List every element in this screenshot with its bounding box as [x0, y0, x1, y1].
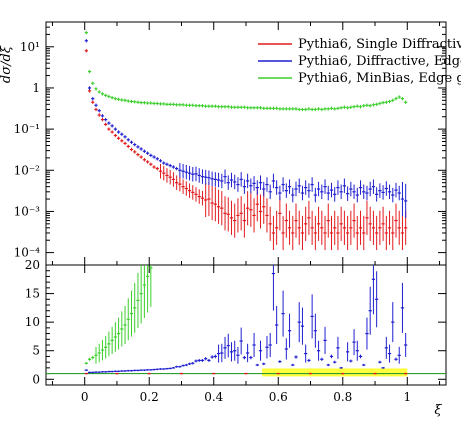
ratio-axis-ticks: 0 5 10 15 20 0 0.2 0.4 0.6 0.8 1 [25, 258, 446, 404]
top-y-tick-label: 10¹ [20, 40, 40, 54]
ratio-series-1 [84, 265, 408, 374]
ratio-y-tick-label: 15 [25, 287, 40, 301]
x-tick-label: 0 [81, 390, 89, 404]
top-y-tick-label: 1 [32, 81, 40, 95]
x-tick-label: 0.2 [140, 390, 159, 404]
uncertainty-band [262, 368, 408, 377]
ratio-data-marks [46, 265, 446, 377]
top-axis-ticks: 10¹ 1 10⁻¹ 10⁻² 10⁻³ 10⁻⁴ [14, 21, 446, 265]
top-y-tick-label: 10⁻¹ [14, 122, 40, 136]
x-tick-label: 1 [403, 390, 411, 404]
ratio-series-0 [84, 265, 153, 365]
ratio-y-tick-label: 10 [25, 315, 40, 329]
x-tick-label: 0.4 [204, 390, 223, 404]
top-y-tick-label: 10⁻⁴ [14, 246, 41, 260]
ratio-panel: 0 5 10 15 20 0 0.2 0.4 0.6 0.8 1 ξ [25, 258, 447, 418]
top-y-tick-label: 10⁻² [14, 163, 41, 177]
legend: Pythia6, Single Diffractive Pythia6, Dif… [258, 37, 461, 86]
series-2 [84, 30, 408, 112]
x-axis-label: ξ [434, 403, 442, 418]
ratio-plot-frame [45, 264, 447, 386]
legend-label-minbias-edge-gap: Pythia6, MinBias, Edge gap [298, 71, 461, 86]
top-panel: 10¹ 1 10⁻¹ 10⁻² 10⁻³ 10⁻⁴ dσ/dξ Pythia6, Sing… [0, 21, 461, 266]
top-data-marks [84, 30, 408, 251]
x-tick-label: 0.8 [333, 390, 352, 404]
top-y-tick-label: 10⁻³ [14, 204, 41, 218]
y-axis-label: dσ/dξ [0, 45, 14, 83]
series-1 [84, 39, 408, 219]
x-tick-label: 0.6 [269, 390, 288, 404]
legend-label-single-diffractive: Pythia6, Single Diffractive [298, 37, 461, 52]
ratio-series-2 [84, 372, 408, 375]
ratio-y-tick-label: 0 [32, 372, 40, 386]
legend-label-diffractive-edge: Pythia6, Diffractive, Edge [298, 54, 461, 69]
ratio-y-tick-label: 20 [25, 258, 40, 272]
series-0 [84, 49, 408, 251]
ratio-y-tick-label: 5 [32, 344, 40, 358]
